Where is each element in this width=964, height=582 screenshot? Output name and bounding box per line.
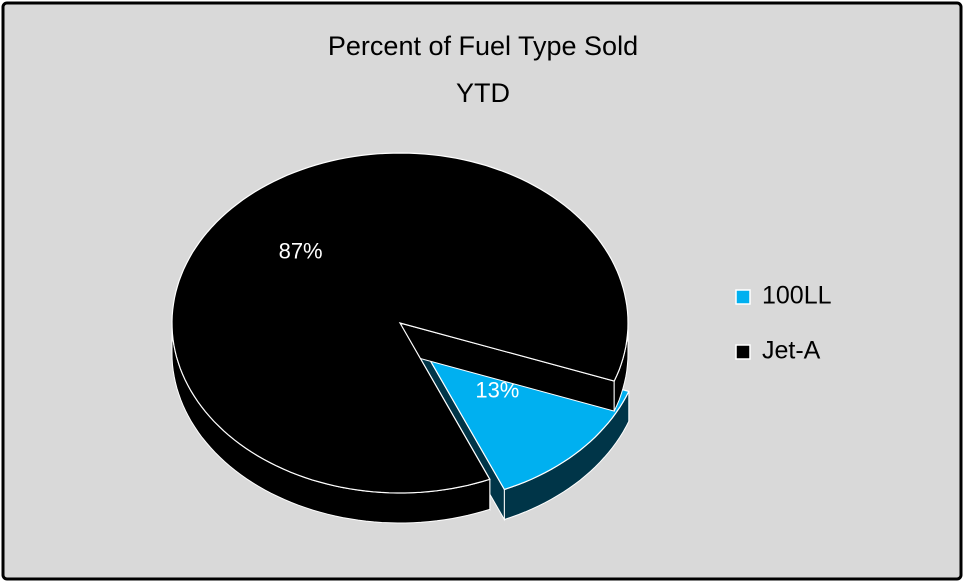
legend-swatch [735, 344, 751, 360]
legend-swatch [735, 289, 751, 305]
chart-title: Percent of Fuel Type Sold [328, 31, 638, 61]
legend-label: Jet-A [762, 337, 821, 365]
slice [171, 152, 629, 494]
chart-title: YTD [456, 78, 510, 108]
slice [413, 332, 630, 491]
data-label: 87% [279, 239, 323, 264]
legend-label: 100LL [762, 282, 832, 310]
